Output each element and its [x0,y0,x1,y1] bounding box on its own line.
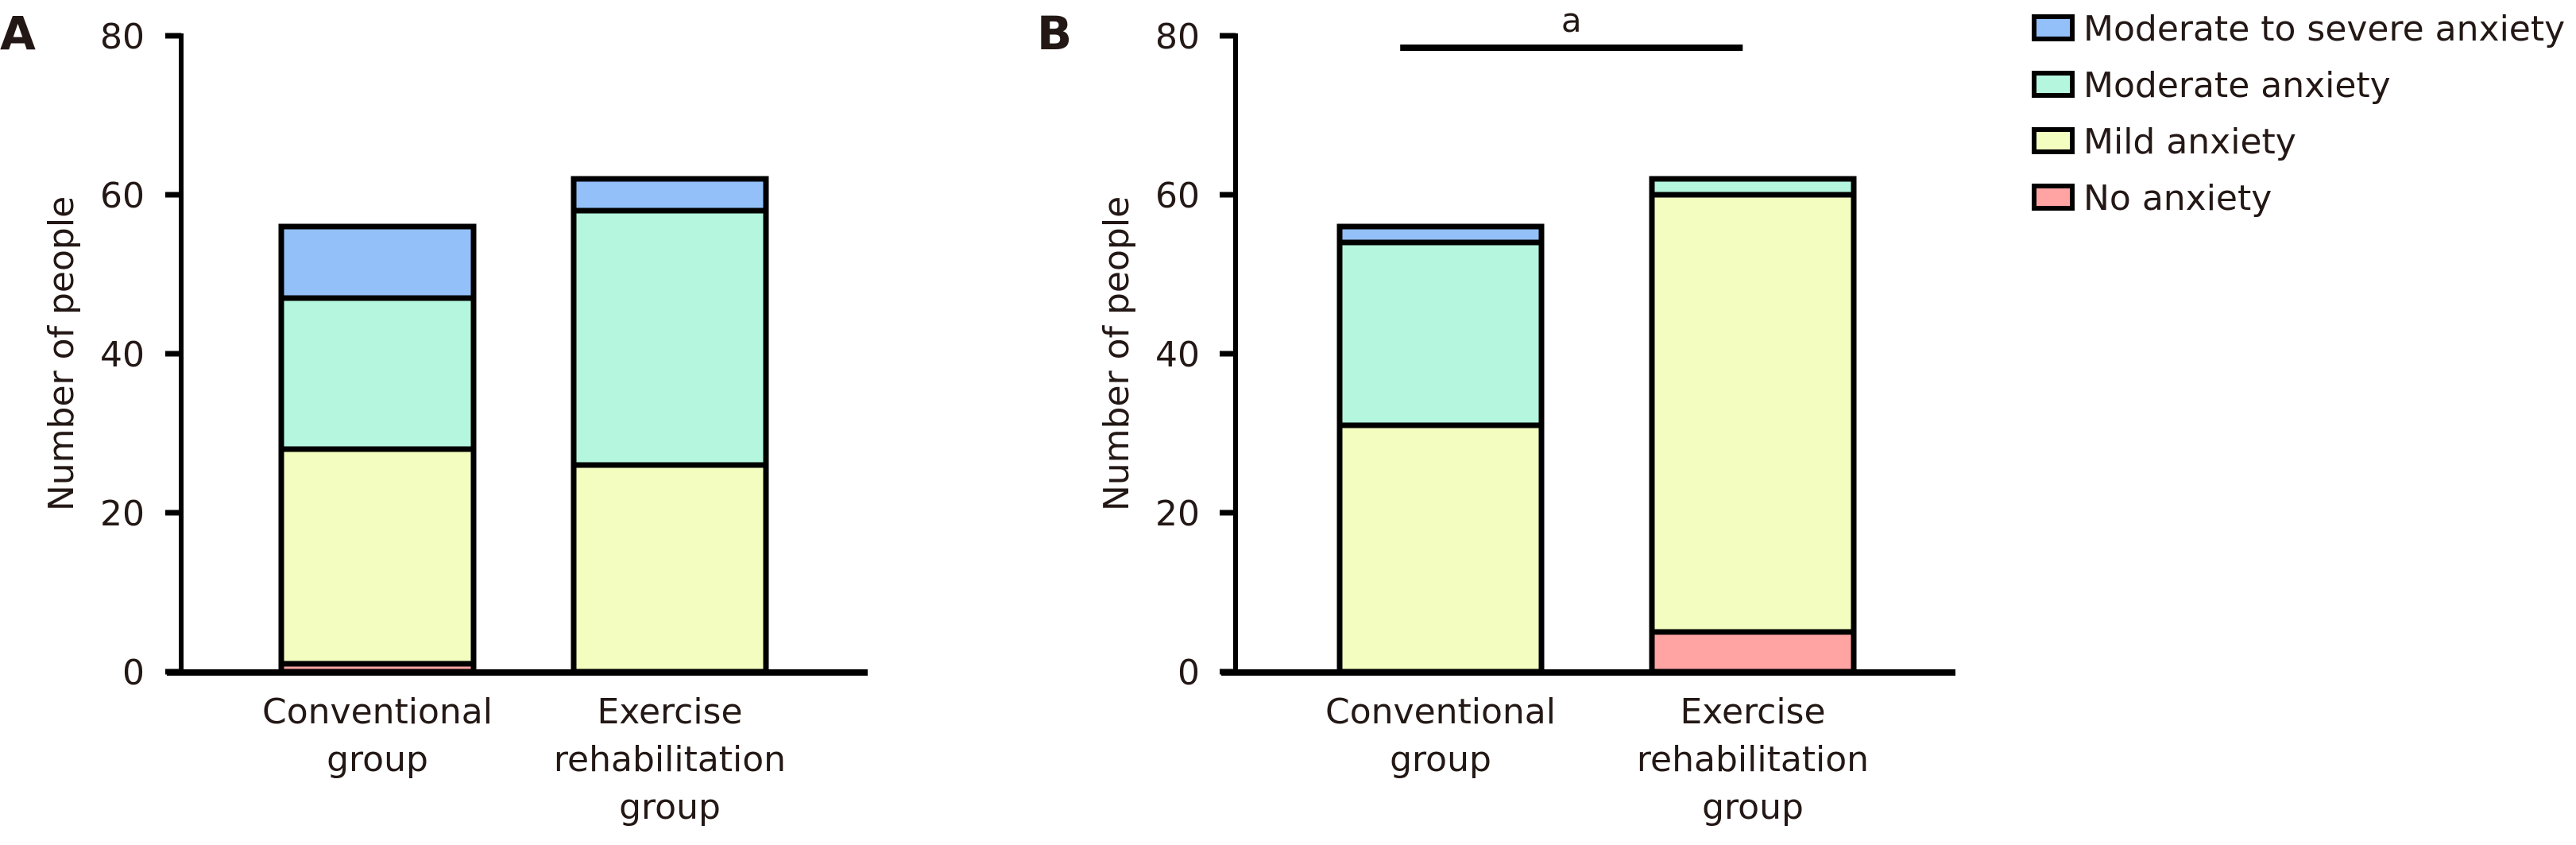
legend-label: Moderate to severe anxiety [2083,9,2565,49]
bar-segment-moderate-to-severe-anxiety [1336,223,1545,246]
x-category-label: group [1390,739,1491,780]
y-axis-title: Number of people [41,196,82,511]
y-tick-label: 80 [1155,17,1200,57]
bar-segment-moderate-anxiety [278,295,477,452]
panel-label: A [0,6,36,60]
panel-a: A Number of people 0 20 40 60 80 Conventiona… [0,6,868,828]
x-category-label: rehabilitation [1637,739,1869,780]
legend-swatch [2032,127,2075,154]
y-tick-label: 40 [1155,335,1200,375]
bar-stack [571,176,769,675]
significance-label: a [1561,1,1582,40]
y-tick-label: 80 [100,17,145,57]
bar-stack [1336,223,1545,675]
bars [1336,176,1857,675]
x-category-label: group [619,787,721,828]
category-labels: Conventional group Exercise rehabilitation g… [1325,692,1869,828]
x-category-label: group [327,739,428,780]
legend-swatch [2032,184,2075,211]
panel-label: B [1037,6,1072,60]
legend-swatch [2032,71,2075,98]
bar-segment-mild-anxiety [1649,192,1857,635]
legend-item: No anxiety [2032,178,2272,219]
legend-label: Moderate anxiety [2083,65,2391,106]
legend-label: Mild anxiety [2083,122,2296,162]
legend-swatch [2032,14,2075,41]
bar-stack [278,223,477,675]
bar-segment-mild-anxiety [278,446,477,667]
x-category-label: Conventional [1325,692,1556,732]
bar-stack [1649,176,1857,675]
y-tick-label: 20 [1155,494,1200,534]
x-category-label: rehabilitation [554,739,786,780]
legend-item: Moderate anxiety [2032,65,2391,106]
panel-b: B Number of people 0 20 40 60 80 Conventiona… [1037,1,1955,828]
bar-segment-moderate-to-severe-anxiety [278,223,477,301]
bar-segment-no-anxiety [1649,629,1857,675]
bars [278,176,769,675]
y-tick-label: 0 [1178,653,1200,693]
bar-segment-moderate-to-severe-anxiety [571,176,769,214]
x-category-label: Conventional [262,692,493,732]
x-category-label: group [1702,787,1804,828]
y-tick-label: 60 [1155,176,1200,216]
y-axis-title: Number of people [1097,196,1137,511]
bar-segment-mild-anxiety [571,462,769,675]
category-labels: Conventional group Exercise rehabilitation g… [262,692,786,828]
x-category-label: Exercise [1680,692,1825,732]
legend: Moderate to severe anxiety Moderate anxie… [2032,9,2565,219]
y-tick-label: 40 [100,335,145,375]
y-tick-label: 20 [100,494,145,534]
bar-segment-mild-anxiety [1336,422,1545,675]
legend-item: Mild anxiety [2032,122,2296,162]
legend-label: No anxiety [2083,178,2272,219]
y-tick-label: 60 [100,176,145,216]
significance-annotation: a [1400,1,1743,51]
bar-segment-moderate-anxiety [1336,239,1545,428]
x-category-label: Exercise [597,692,742,732]
legend-item: Moderate to severe anxiety [2032,9,2565,49]
bar-segment-moderate-anxiety [1649,176,1857,198]
bar-segment-moderate-anxiety [571,207,769,468]
y-tick-label: 0 [122,653,145,693]
